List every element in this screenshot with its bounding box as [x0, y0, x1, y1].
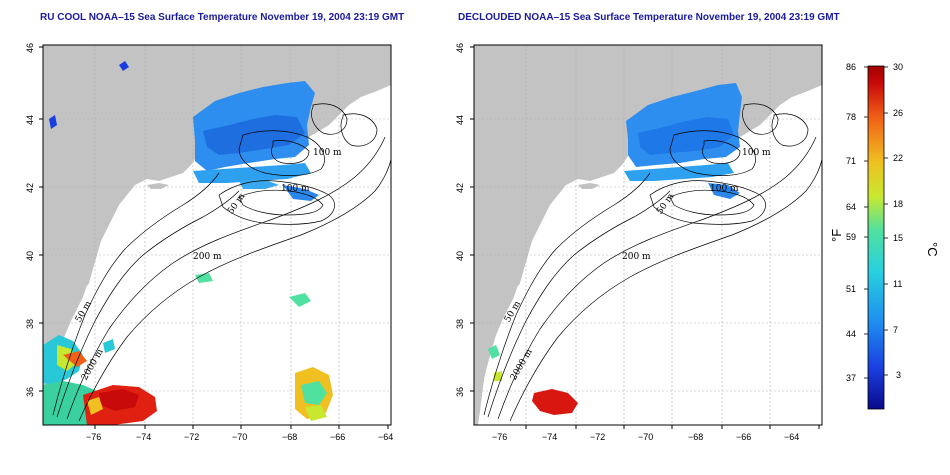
map-panel-declouded: DECLOUDED NOAA–15 Sea Surface Temperatur… — [455, 12, 840, 442]
y-tick: 36 — [455, 387, 465, 397]
x-axis — [525, 425, 820, 429]
x-tick: −64 — [378, 432, 393, 442]
y-tick: 40 — [25, 251, 35, 261]
y-tick-labels: 46 44 42 40 38 36 — [25, 43, 35, 397]
c-tick: 22 — [893, 153, 903, 163]
y-tick: 46 — [25, 43, 35, 53]
colorbar-gradient — [867, 65, 885, 410]
fahrenheit-ticks: 86 78 71 64 59 51 44 37 — [846, 62, 856, 383]
c-tick: 26 — [893, 108, 903, 118]
y-tick: 42 — [455, 183, 465, 193]
c-tick: 7 — [893, 325, 898, 335]
contour-label: 100 m — [710, 184, 739, 194]
panel-title: DECLOUDED NOAA–15 Sea Surface Temperatur… — [458, 12, 840, 23]
x-tick: −76 — [492, 432, 507, 442]
celsius-ticks: 30 26 22 18 15 11 7 3 — [893, 62, 903, 380]
celsius-unit-label: °C — [925, 242, 940, 257]
x-tick: −70 — [638, 432, 653, 442]
x-tick: −68 — [688, 432, 703, 442]
x-tick: −70 — [232, 432, 247, 442]
c-tick: 18 — [893, 199, 903, 209]
contour-label: 200 m — [193, 252, 222, 262]
y-tick: 46 — [455, 43, 465, 53]
x-tick-labels: −76 −74 −72 −70 −68 −66 −64 — [492, 432, 799, 442]
x-tick: −68 — [282, 432, 297, 442]
contour-label: 100 m — [281, 184, 310, 194]
x-tick: −64 — [784, 432, 799, 442]
y-tick: 38 — [25, 319, 35, 329]
c-tick: 30 — [893, 62, 903, 72]
f-tick: 86 — [846, 62, 856, 72]
map-panel-raw: RU COOL NOAA–15 Sea Surface Temperature … — [25, 12, 404, 442]
plot-frame — [473, 44, 823, 426]
x-tick: −72 — [590, 432, 605, 442]
f-tick: 78 — [846, 112, 856, 122]
c-tick: 11 — [893, 279, 902, 289]
y-axis — [39, 46, 43, 392]
fahrenheit-unit-label: °F — [829, 229, 844, 242]
x-tick: −74 — [542, 432, 557, 442]
f-tick: 44 — [846, 329, 856, 339]
f-tick: 59 — [846, 232, 856, 242]
x-axis — [94, 425, 389, 429]
panel-title: RU COOL NOAA–15 Sea Surface Temperature … — [40, 12, 404, 23]
x-tick: −66 — [330, 432, 345, 442]
c-tick: 3 — [896, 370, 901, 380]
y-tick: 38 — [455, 319, 465, 329]
x-tick: −66 — [736, 432, 751, 442]
contour-label: 200 m — [622, 252, 651, 262]
f-tick: 37 — [846, 373, 856, 383]
y-tick: 36 — [25, 387, 35, 397]
sst-gulf-of-maine — [624, 83, 742, 199]
x-tick: −72 — [184, 432, 199, 442]
f-tick: 71 — [846, 156, 856, 166]
plot-frame — [42, 44, 392, 426]
sst-southern-region — [488, 345, 578, 415]
y-tick: 40 — [455, 251, 465, 261]
sst-gulf-of-maine — [49, 61, 319, 201]
f-tick: 51 — [846, 284, 856, 294]
f-tick: 64 — [846, 202, 856, 212]
y-tick: 44 — [25, 115, 35, 125]
y-tick-labels: 46 44 42 40 38 36 — [455, 43, 465, 397]
contour-label: 100 m — [313, 148, 342, 158]
y-axis — [470, 46, 474, 392]
x-tick: −76 — [86, 432, 101, 442]
c-tick: 15 — [893, 233, 903, 243]
x-tick: −74 — [136, 432, 151, 442]
temperature-colorbar: 86 78 71 64 59 51 44 37 30 26 22 18 15 1… — [829, 62, 940, 410]
contour-label: 100 m — [742, 148, 771, 158]
x-tick-labels: −76 −74 −72 −70 −68 −66 −64 — [86, 432, 393, 442]
y-tick: 42 — [25, 183, 35, 193]
y-tick: 44 — [455, 115, 465, 125]
